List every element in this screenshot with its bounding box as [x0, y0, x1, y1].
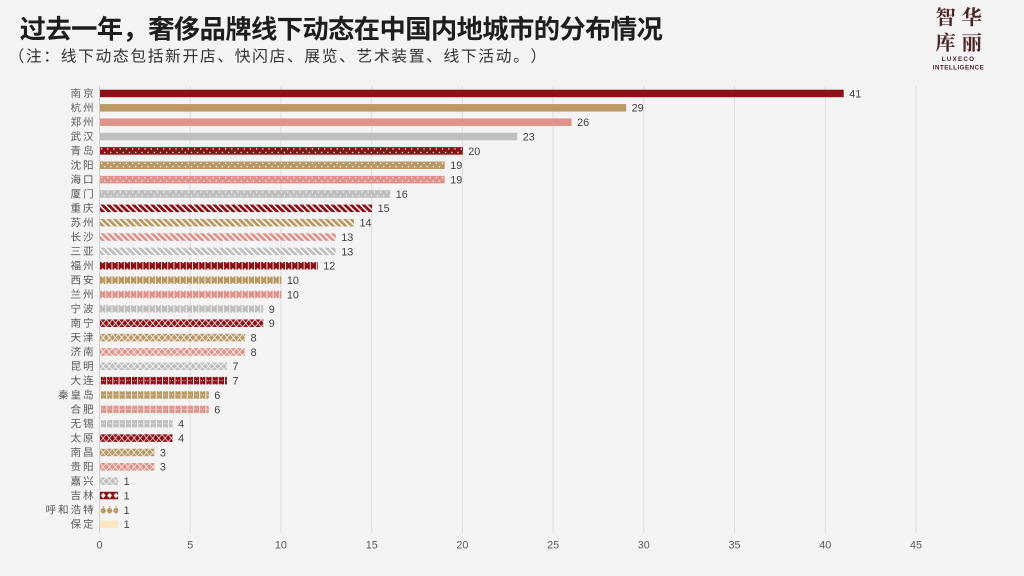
svg-text:1: 1 — [124, 519, 130, 531]
svg-text:45: 45 — [910, 540, 922, 552]
svg-text:10: 10 — [287, 275, 299, 287]
svg-text:13: 13 — [341, 246, 353, 258]
svg-text:19: 19 — [450, 175, 462, 187]
svg-text:1: 1 — [124, 505, 130, 517]
svg-text:19: 19 — [450, 160, 462, 172]
svg-text:6: 6 — [214, 390, 220, 402]
svg-text:13: 13 — [341, 232, 353, 244]
svg-text:14: 14 — [360, 218, 372, 230]
svg-text:7: 7 — [233, 376, 239, 388]
svg-text:10: 10 — [287, 289, 299, 301]
svg-text:1: 1 — [124, 490, 130, 502]
svg-text:20: 20 — [468, 146, 480, 158]
svg-text:16: 16 — [396, 189, 408, 201]
svg-text:29: 29 — [632, 103, 644, 115]
svg-text:8: 8 — [251, 332, 257, 344]
svg-text:35: 35 — [728, 540, 740, 552]
svg-text:20: 20 — [456, 540, 468, 552]
svg-text:41: 41 — [849, 88, 861, 100]
svg-text:4: 4 — [178, 433, 184, 445]
svg-text:12: 12 — [323, 261, 335, 273]
svg-text:3: 3 — [160, 462, 166, 474]
svg-text:LUXECO: LUXECO — [942, 56, 975, 63]
svg-text:8: 8 — [251, 347, 257, 359]
svg-text:23: 23 — [523, 131, 535, 143]
svg-text:9: 9 — [269, 318, 275, 330]
svg-text:30: 30 — [638, 540, 650, 552]
svg-text:9: 9 — [269, 304, 275, 316]
svg-text:4: 4 — [178, 419, 184, 431]
svg-text:INTELLIGENCE: INTELLIGENCE — [933, 64, 985, 71]
svg-text:15: 15 — [366, 540, 378, 552]
svg-text:0: 0 — [96, 540, 102, 552]
svg-text:25: 25 — [547, 540, 559, 552]
svg-text:1: 1 — [124, 476, 130, 488]
svg-text:5: 5 — [187, 540, 193, 552]
svg-text:40: 40 — [819, 540, 831, 552]
svg-text:3: 3 — [160, 447, 166, 459]
svg-text:7: 7 — [233, 361, 239, 373]
svg-text:6: 6 — [214, 404, 220, 416]
svg-text:10: 10 — [275, 540, 287, 552]
svg-text:15: 15 — [378, 203, 390, 215]
svg-text:26: 26 — [577, 117, 589, 129]
